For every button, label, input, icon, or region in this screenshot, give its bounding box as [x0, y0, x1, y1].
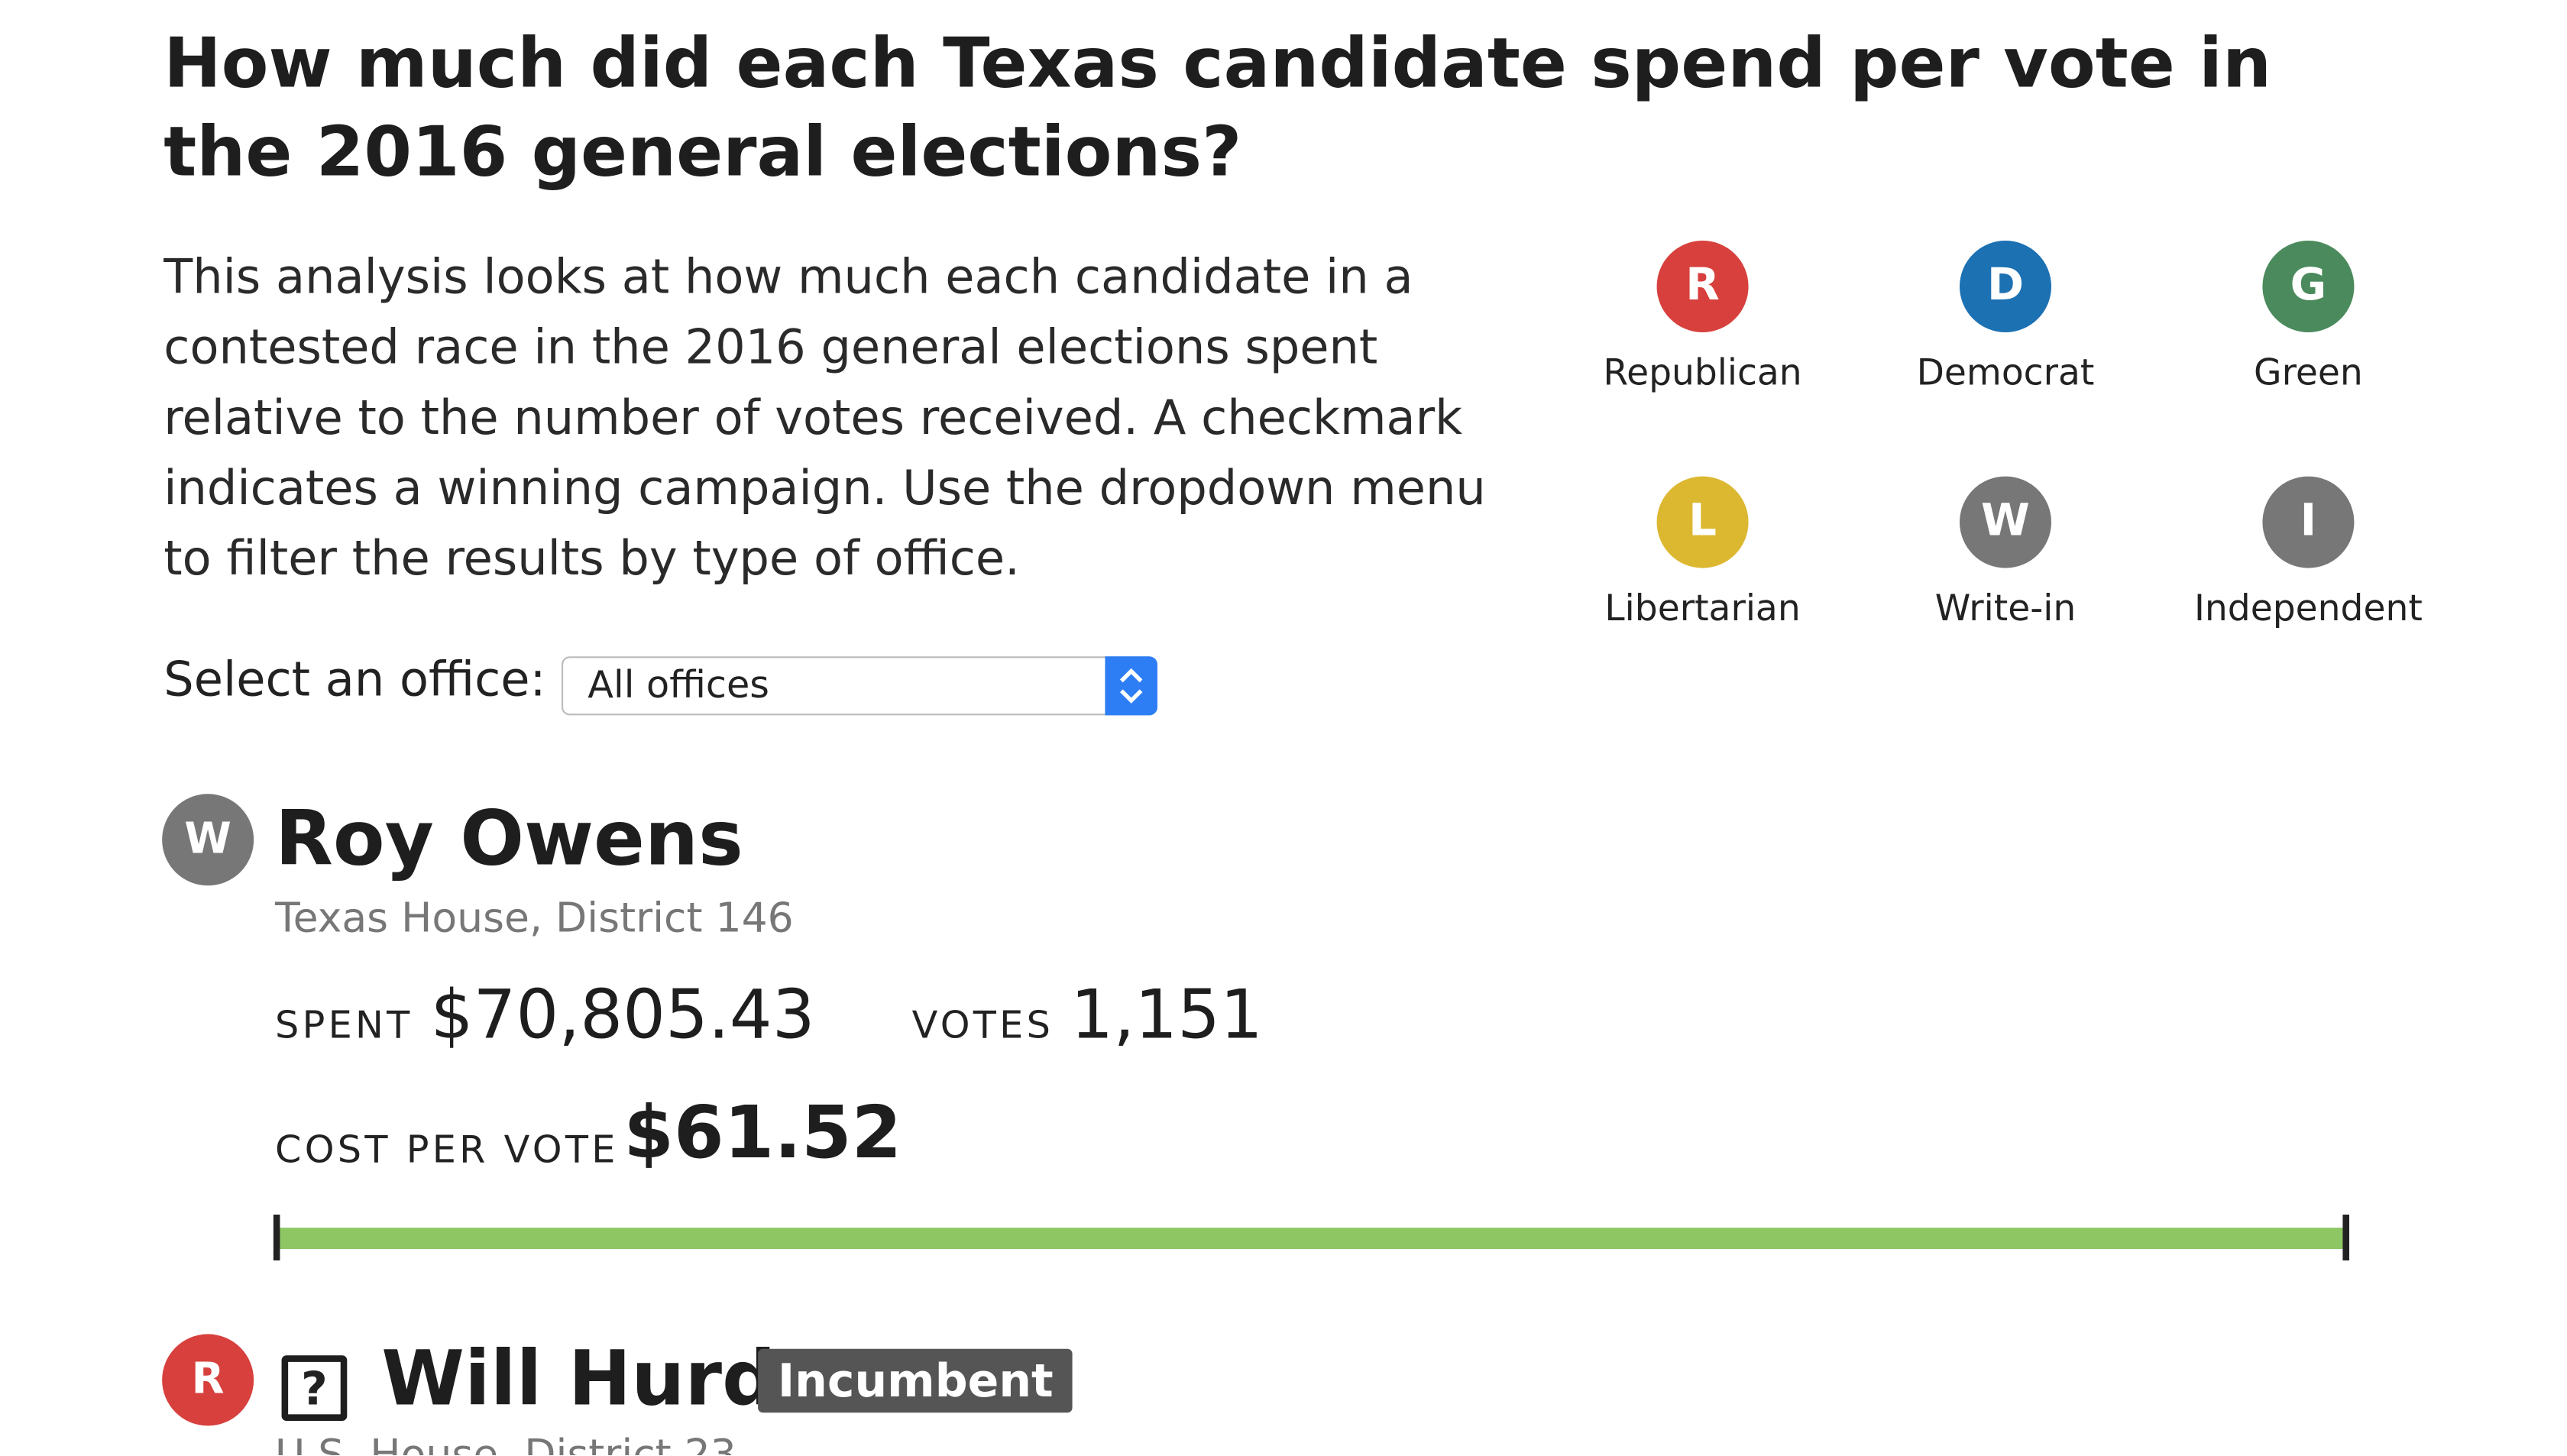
- legend-item: I Independent: [2161, 476, 2456, 630]
- cost-value: $61.52: [623, 1092, 902, 1176]
- office-select[interactable]: All offices: [562, 656, 1157, 716]
- party-dot: W: [1960, 476, 2051, 568]
- filter-label: Select an office:: [163, 651, 546, 707]
- cost-bar: [278, 1228, 2345, 1249]
- candidate-office: U.S. House, District 23: [275, 1430, 736, 1455]
- select-arrow: [1105, 656, 1157, 716]
- description: This analysis looks at how much each can…: [163, 248, 1486, 587]
- title: How much did each Texas candidate spend …: [163, 23, 2272, 192]
- candidate-name: Will Hurd: [381, 1334, 776, 1423]
- party-dot: G: [2262, 241, 2355, 332]
- party-badge: R: [162, 1334, 254, 1426]
- party-dot: D: [1960, 241, 2051, 332]
- votes-value: 1,151: [1070, 976, 1263, 1054]
- legend-label: Libertarian: [1604, 589, 1801, 630]
- legend-label: Independent: [2193, 589, 2423, 630]
- spent-label: SPENT: [275, 1005, 413, 1048]
- candidate-office: Texas House, District 146: [275, 894, 794, 942]
- legend-item: D Democrat: [1858, 241, 2153, 394]
- cost-label: COST PER VOTE: [275, 1129, 619, 1173]
- legend-label: Republican: [1603, 353, 1802, 395]
- status-icon: ?: [281, 1355, 348, 1421]
- arrow-icon: [1119, 668, 1143, 704]
- cost-bar-chart: [273, 1214, 2349, 1260]
- candidate-name: Roy Owens: [275, 794, 743, 882]
- legend-item: W Write-in: [1858, 476, 2153, 630]
- legend-label: Write-in: [1934, 589, 2077, 630]
- party-dot: I: [2262, 476, 2355, 568]
- legend-label: Democrat: [1916, 353, 2095, 395]
- legend-item: L Libertarian: [1555, 476, 1850, 630]
- party-dot: L: [1656, 476, 1749, 568]
- spent-value: $70,805.43: [430, 976, 815, 1054]
- party-badge: W: [162, 794, 254, 886]
- legend-label: Green: [2254, 353, 2363, 395]
- incumbent-badge: Incumbent: [758, 1348, 1073, 1413]
- selected-option: All offices: [588, 665, 769, 707]
- votes-label: VOTES: [911, 1005, 1054, 1048]
- legend-item: R Republican: [1555, 241, 1850, 394]
- legend-item: G Green: [2161, 241, 2456, 394]
- party-dot: R: [1656, 241, 1749, 332]
